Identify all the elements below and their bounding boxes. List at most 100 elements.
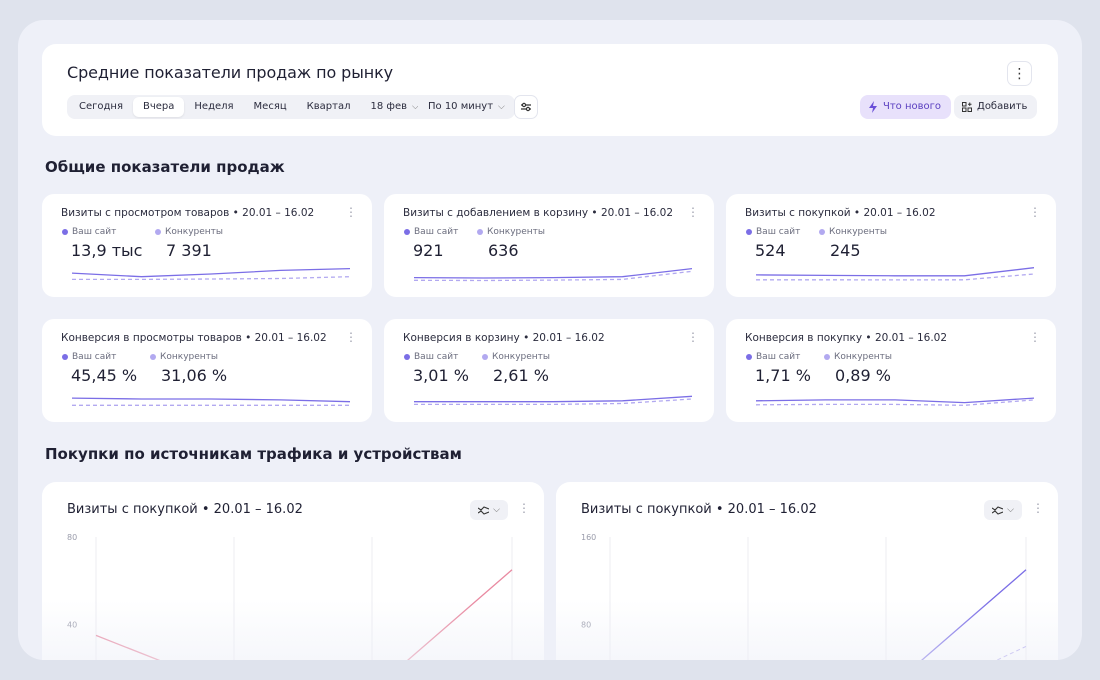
- add-widget-icon: [962, 102, 972, 112]
- period-tab-month[interactable]: Месяц: [253, 101, 287, 112]
- legend-label: Ваш сайт: [414, 227, 459, 237]
- period-tab-yesterday[interactable]: Вчера: [132, 97, 185, 117]
- more-vertical-icon[interactable]: ⋮: [687, 205, 699, 219]
- line-chart: 80 40: [67, 533, 513, 660]
- page-title: Средние показатели продаж по рынку: [67, 63, 394, 82]
- competitor-value: 636: [488, 241, 519, 260]
- legend-dot: [62, 354, 68, 360]
- sparkline: [72, 267, 350, 281]
- competitor-trend-line: [414, 398, 692, 406]
- legend-label: Конкуренты: [160, 352, 219, 362]
- competitor-trend-line: [756, 273, 1034, 281]
- sliders-icon[interactable]: [514, 95, 538, 119]
- period-tab-quarter[interactable]: Квартал: [306, 101, 351, 112]
- legend-dot: [746, 354, 752, 360]
- legend-dot: [824, 354, 830, 360]
- your-site-value: 13,9 тыс: [71, 241, 143, 260]
- more-vertical-icon[interactable]: ⋮: [518, 501, 530, 515]
- metric-card[interactable]: Визиты с покупкой • 20.01 – 16.02 ⋮ Ваш са…: [726, 194, 1056, 297]
- chart-card-2: Визиты с покупкой • 20.01 – 16.02 ⌵ ⋮ 16…: [556, 482, 1058, 660]
- header-card: Средние показатели продаж по рынку ⋮ Сег…: [42, 44, 1058, 136]
- metric-title: Визиты с добавлением в корзину • 20.01 –…: [403, 207, 674, 219]
- legend-dot: [819, 229, 825, 235]
- chevron-down-icon: ⌵: [493, 505, 500, 515]
- sparkline: [72, 397, 350, 406]
- section-title-traffic: Покупки по источникам трафика и устройст…: [45, 445, 462, 463]
- chart-card-1: Визиты с покупкой • 20.01 – 16.02 ⌵ ⋮ 80…: [42, 482, 544, 660]
- your-site-trend-line: [414, 395, 692, 403]
- whats-new-button[interactable]: Что нового: [860, 95, 952, 119]
- metric-title: Визиты с просмотром товаров • 20.01 – 16…: [61, 207, 315, 219]
- chevron-down-icon: ⌵: [1007, 505, 1014, 515]
- competitor-value: 245: [830, 241, 861, 260]
- add-button[interactable]: Добавить: [954, 95, 1038, 119]
- whats-new-label: Что нового: [883, 101, 942, 112]
- legend-dot: [477, 229, 483, 235]
- legend-competitors: Конкуренты: [824, 352, 892, 362]
- metric-title: Конверсия в просмотры товаров • 20.01 – …: [61, 332, 327, 344]
- more-vertical-icon[interactable]: ⋮: [1029, 205, 1041, 219]
- competitor-value: 7 391: [166, 241, 212, 260]
- sparkline: [756, 267, 1034, 281]
- competitor-value: 2,61 %: [493, 366, 549, 385]
- legend-label: Ваш сайт: [72, 227, 117, 237]
- legend-label: Конкуренты: [492, 352, 551, 362]
- period-tab-today[interactable]: Сегодня: [79, 101, 123, 112]
- chart-type-select[interactable]: ⌵: [984, 500, 1022, 520]
- legend-competitors: Конкуренты: [150, 352, 218, 362]
- metric-card[interactable]: Конверсия в просмотры товаров • 20.01 – …: [42, 319, 372, 422]
- chart-type-icon: [992, 505, 1004, 515]
- competitor-trend-line: [72, 276, 350, 281]
- more-vertical-icon[interactable]: ⋮: [1007, 61, 1032, 86]
- more-vertical-icon[interactable]: ⋮: [345, 205, 357, 219]
- legend-dot: [746, 229, 752, 235]
- more-vertical-icon[interactable]: ⋮: [345, 330, 357, 344]
- your-site-trend-line: [72, 267, 350, 278]
- legend-your-site: Ваш сайт: [746, 352, 800, 362]
- your-site-trend-line: [756, 397, 1034, 404]
- legend-label: Ваш сайт: [72, 352, 117, 362]
- legend-label: Конкуренты: [487, 227, 546, 237]
- interval-select[interactable]: По 10 минут ⌵: [418, 95, 515, 119]
- chart-title: Визиты с покупкой • 20.01 – 16.02: [581, 502, 817, 517]
- metric-card[interactable]: Визиты с добавлением в корзину • 20.01 –…: [384, 194, 714, 297]
- your-site-value: 45,45 %: [71, 366, 138, 385]
- period-tab-week[interactable]: Неделя: [194, 101, 234, 112]
- competitor-trend-line: [756, 399, 1034, 406]
- period-selector: Сегодня Вчера Неделя Месяц Квартал 18 фе…: [67, 95, 431, 119]
- your-site-value: 524: [755, 241, 786, 260]
- legend-your-site: Ваш сайт: [404, 352, 458, 362]
- metric-card[interactable]: Конверсия в корзину • 20.01 – 16.02 ⋮ Ваш …: [384, 319, 714, 422]
- legend-your-site: Ваш сайт: [62, 227, 116, 237]
- chart-type-icon: [478, 505, 490, 515]
- chevron-down-icon: ⌵: [498, 102, 505, 112]
- more-vertical-icon[interactable]: ⋮: [687, 330, 699, 344]
- your-site-trend-line: [72, 397, 350, 403]
- more-vertical-icon[interactable]: ⋮: [1029, 330, 1041, 344]
- legend-competitors: Конкуренты: [819, 227, 887, 237]
- chart-title: Визиты с покупкой • 20.01 – 16.02: [67, 502, 303, 517]
- y-tick-label: 160: [581, 533, 596, 542]
- your-site-value: 921: [413, 241, 444, 260]
- legend-competitors: Конкуренты: [155, 227, 223, 237]
- metric-card[interactable]: Конверсия в покупку • 20.01 – 16.02 ⋮ Ваш …: [726, 319, 1056, 422]
- interval-select-value: По 10 минут: [428, 101, 494, 112]
- series-line: [921, 569, 1027, 660]
- sparkline: [414, 395, 692, 406]
- legend-label: Конкуренты: [829, 227, 888, 237]
- sparkline: [756, 397, 1034, 406]
- chart-type-select[interactable]: ⌵: [470, 500, 508, 520]
- competitor-value: 0,89 %: [835, 366, 891, 385]
- legend-dot: [155, 229, 161, 235]
- competitor-trend-line: [414, 270, 692, 282]
- lightning-icon: [869, 101, 877, 113]
- your-site-trend-line: [756, 267, 1034, 277]
- series-line: [95, 569, 513, 660]
- metric-card[interactable]: Визиты с просмотром товаров • 20.01 – 16…: [42, 194, 372, 297]
- metric-title: Визиты с покупкой • 20.01 – 16.02: [745, 207, 936, 219]
- y-tick-label: 40: [67, 621, 77, 630]
- date-select[interactable]: 18 фев ⌵: [360, 97, 428, 117]
- more-vertical-icon[interactable]: ⋮: [1032, 501, 1044, 515]
- competitor-value: 31,06 %: [161, 366, 228, 385]
- line-chart: 160 80: [581, 533, 1027, 660]
